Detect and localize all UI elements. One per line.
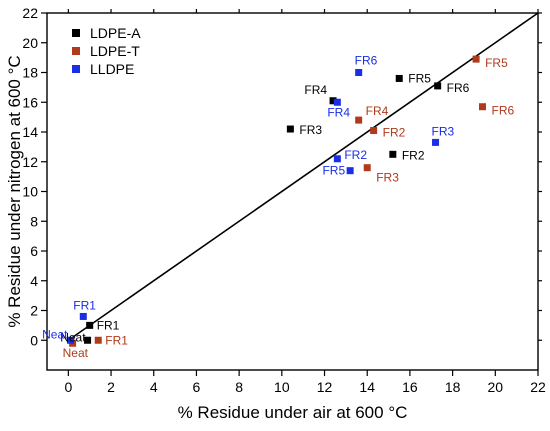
point-ldpe-a-fr4	[329, 97, 337, 105]
y-tick-label: 2	[30, 303, 38, 319]
legend-marker-ldpe-t	[72, 47, 80, 55]
point-ldpe-t-fr5	[472, 55, 480, 63]
point-ldpe-t-fr1	[94, 336, 102, 344]
legend-label-ldpe-t: LDPE-T	[90, 43, 140, 59]
label-lldpe-fr6: FR6	[355, 54, 378, 68]
y-tick-label: 4	[30, 273, 38, 289]
label-ldpe-t-fr3: FR3	[376, 171, 399, 185]
x-tick-label: 22	[530, 379, 546, 395]
point-ldpe-a-fr2	[389, 150, 397, 158]
point-ldpe-a-fr6	[434, 82, 442, 90]
label-ldpe-t-fr4: FR4	[366, 104, 389, 118]
y-tick-label: 22	[22, 5, 38, 21]
label-ldpe-a-fr1: FR1	[97, 318, 120, 332]
x-tick-label: 8	[235, 379, 243, 395]
axis-ticks: 0 2 4 6 8 10 12 14 16 18 20 22 0 2 4 6 8 10 12 14 16 18 20 22	[22, 5, 546, 395]
point-labels: NeatFR1FR2FR3FR4FR5FR6NeatFR1FR2FR3FR4FR…	[42, 54, 514, 361]
legend-label-ldpe-a: LDPE-A	[90, 25, 141, 41]
label-ldpe-t-neat: Neat	[63, 346, 89, 360]
label-ldpe-a-fr6: FR6	[447, 81, 470, 95]
point-lldpe-fr6	[355, 69, 363, 76]
label-lldpe-fr2: FR2	[344, 148, 367, 162]
y-tick-label: 14	[22, 124, 38, 140]
x-tick-label: 0	[64, 379, 72, 395]
point-lldpe-neat	[66, 336, 74, 344]
label-ldpe-a-fr3: FR3	[299, 123, 322, 137]
label-ldpe-a-fr2: FR2	[402, 148, 425, 162]
legend: LDPE-A LDPE-T LLDPE	[72, 25, 141, 77]
y-tick-label: 10	[22, 184, 38, 200]
label-ldpe-a-fr4: FR4	[304, 83, 327, 97]
legend-marker-lldpe	[72, 65, 80, 73]
point-ldpe-a-fr5	[395, 74, 403, 82]
y-tick-label: 6	[30, 243, 38, 259]
label-lldpe-fr4: FR4	[327, 105, 350, 119]
y-tick-label: 16	[22, 94, 38, 110]
y-axis-title: % Residue under nitrogen at 600 °C	[5, 55, 24, 327]
legend-marker-ldpe-a	[72, 29, 80, 37]
point-ldpe-a-fr1	[86, 321, 94, 329]
point-ldpe-t-fr4	[355, 116, 363, 124]
y-tick-label: 12	[22, 154, 38, 170]
reference-line	[67, 12, 539, 341]
point-lldpe-fr2	[333, 155, 341, 163]
label-lldpe-neat: Neat	[42, 327, 68, 341]
label-ldpe-t-fr6: FR6	[491, 104, 514, 118]
y-tick-label: 18	[22, 65, 38, 81]
x-tick-label: 20	[488, 379, 504, 395]
label-ldpe-t-fr5: FR5	[485, 56, 508, 70]
point-ldpe-a-fr3	[286, 125, 294, 133]
x-axis-title: % Residue under air at 600 °C	[178, 403, 408, 422]
x-tick-label: 18	[445, 379, 461, 395]
point-lldpe-fr5	[346, 167, 354, 175]
point-ldpe-t-fr2	[370, 127, 378, 135]
label-lldpe-fr1: FR1	[73, 298, 96, 312]
x-tick-label: 16	[402, 379, 418, 395]
x-tick-label: 10	[274, 379, 290, 395]
legend-label-lldpe: LLDPE	[90, 61, 134, 77]
point-lldpe-fr3	[432, 138, 440, 146]
point-lldpe-fr4	[333, 98, 341, 106]
y-tick-label: 0	[30, 332, 38, 348]
point-ldpe-t-fr3	[363, 164, 371, 172]
point-ldpe-t-fr6	[478, 103, 486, 111]
label-lldpe-fr5: FR5	[322, 164, 345, 178]
point-lldpe-fr1	[79, 312, 87, 320]
label-ldpe-a-neat: Neat	[60, 330, 86, 344]
y-tick-label: 20	[22, 35, 38, 51]
label-ldpe-t-fr1: FR1	[105, 333, 128, 347]
x-tick-label: 2	[107, 379, 115, 395]
label-ldpe-t-fr2: FR2	[383, 126, 406, 140]
x-tick-label: 14	[359, 379, 375, 395]
data-points	[66, 55, 486, 347]
y-tick-label: 8	[30, 213, 38, 229]
x-tick-label: 6	[193, 379, 201, 395]
x-tick-label: 12	[317, 379, 333, 395]
label-ldpe-a-fr5: FR5	[408, 71, 431, 85]
x-tick-label: 4	[150, 379, 158, 395]
label-lldpe-fr3: FR3	[432, 124, 455, 138]
point-ldpe-a-neat	[84, 336, 92, 344]
